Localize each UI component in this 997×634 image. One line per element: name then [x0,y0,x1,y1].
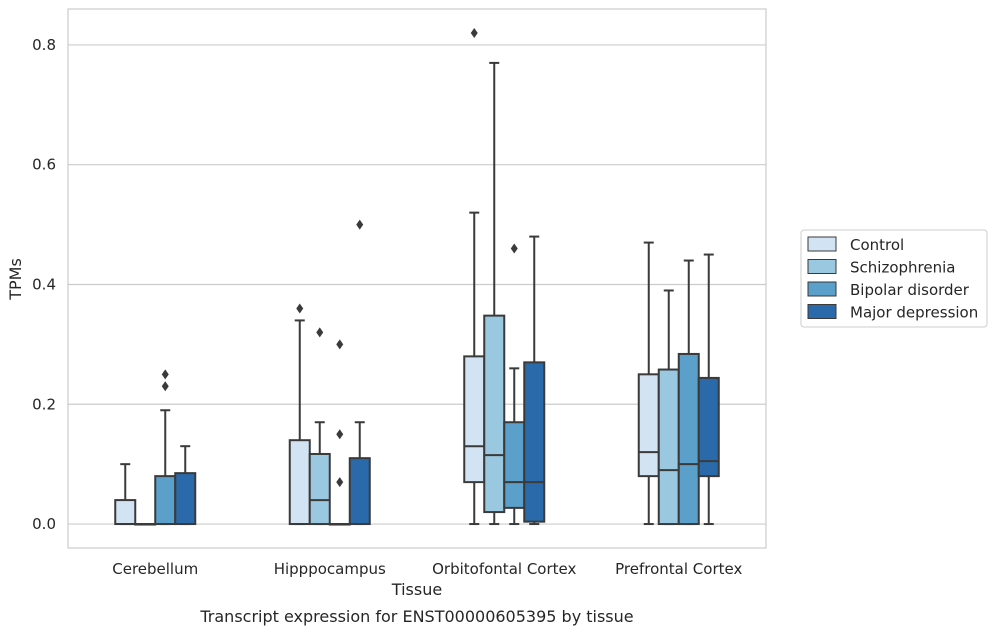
box-iqr [677,352,700,526]
outlier-point [470,27,478,38]
box-schizophrenia [308,327,331,526]
box-iqr [697,376,720,478]
box-schizophrenia [657,289,680,526]
box-iqr [154,475,177,526]
outlier-point [296,303,304,314]
legend-swatch [807,259,837,274]
y-tick-label: 0.0 [32,515,56,533]
box-major-depression [697,253,720,526]
box-iqr [637,373,660,478]
box-iqr [174,472,197,526]
legend-swatch [807,281,837,297]
box-schizophrenia [483,61,506,526]
box-iqr [503,421,526,509]
outlier-point [161,381,169,392]
y-tick-labels: 0.0 0.2 0.4 0.6 0.8 [32,36,56,533]
x-tick-label: Orbitofontal Cortex [432,560,576,578]
box-iqr [114,499,137,526]
box-iqr [657,368,680,526]
y-axis-title: TPMs [6,258,25,301]
box-bipolar-disorder [154,369,177,526]
box-iqr [288,439,311,526]
x-tick-label: Cerebellum [112,560,198,578]
plot-frame [67,8,767,549]
legend-frame [800,229,988,328]
box-control [637,241,660,526]
outlier-point [316,327,324,338]
box-bipolar-disorder [503,243,526,526]
outlier-point [336,477,344,488]
outlier-point [161,369,169,380]
legend-swatch [807,236,837,252]
legend-label: Schizophrenia [850,259,955,277]
outlier-point [510,243,518,254]
box-control [114,463,137,526]
box-control [288,303,311,526]
legend-label: Major depression [850,304,978,322]
legend: Control Schizophrenia Bipolar disorder Majo… [800,229,988,328]
box-iqr [463,355,486,484]
x-tick-labels: Cerebellum Hipppocampus Orbitofontal Corte… [112,560,742,578]
x-tick-label: Hipppocampus [274,560,386,578]
y-tick-label: 0.2 [32,395,56,413]
box-major-depression [348,219,371,526]
box-control [463,27,486,526]
legend-swatch [807,304,837,319]
y-tick-label: 0.6 [32,156,56,174]
box-schizophrenia [134,523,157,526]
box-layer [114,27,720,526]
box-iqr [308,452,331,526]
y-tick-label: 0.8 [32,36,56,54]
box-iqr [483,314,506,514]
chart-caption: Transcript expression for ENST0000060539… [199,607,633,626]
legend-label: Control [850,236,904,254]
box-bipolar-disorder [328,339,351,526]
outlier-point [336,429,344,440]
box-bipolar-disorder [677,259,700,526]
box-major-depression [523,235,546,526]
x-axis-title: Tissue [391,580,442,599]
x-tick-label: Prefrontal Cortex [615,560,742,578]
outlier-point [336,339,344,350]
y-tick-label: 0.4 [32,275,56,293]
legend-label: Bipolar disorder [850,281,970,299]
box-major-depression [174,445,197,526]
box-iqr [348,457,371,526]
outlier-point [356,219,364,230]
box-iqr [523,361,546,523]
